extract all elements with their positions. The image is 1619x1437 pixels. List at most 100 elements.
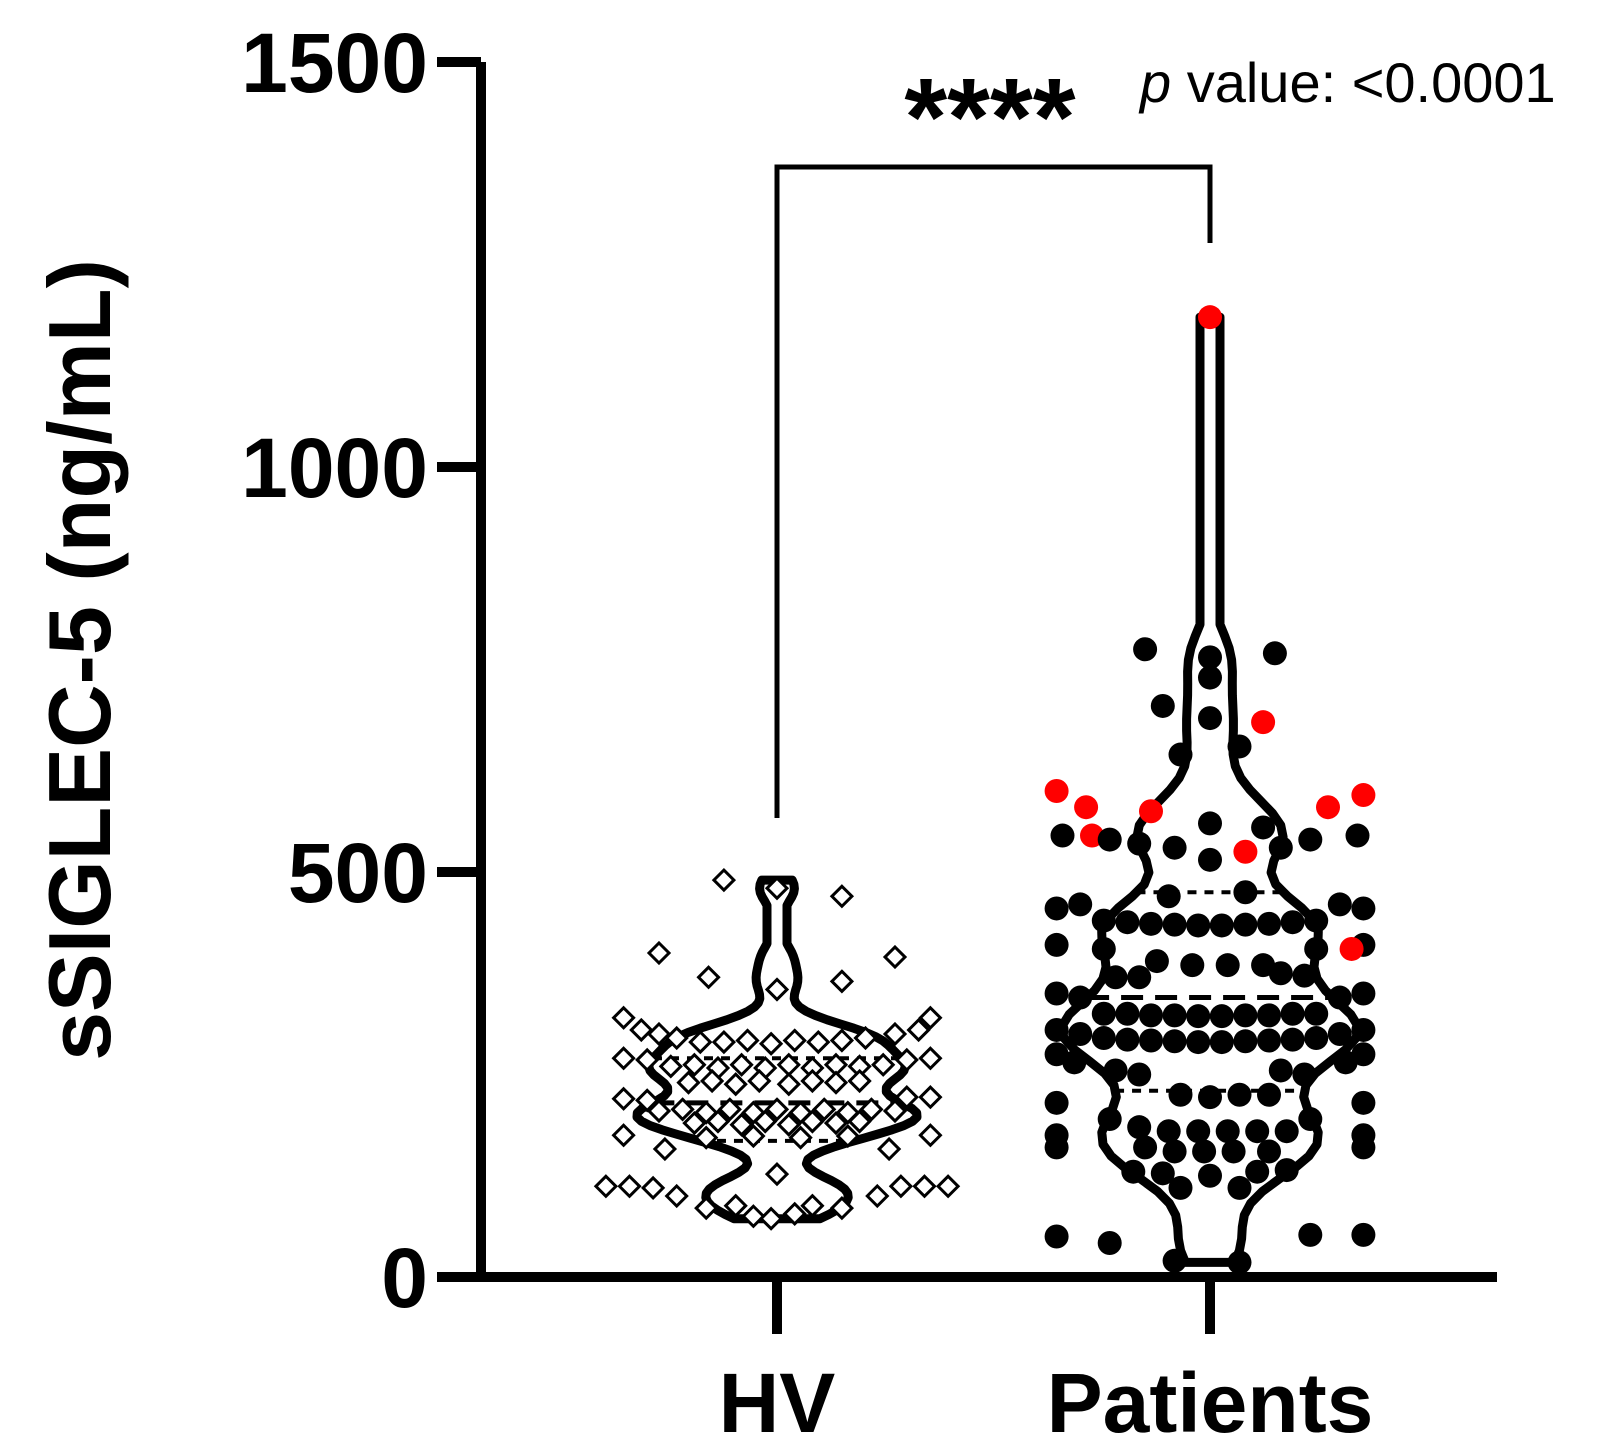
patient-data-point bbox=[1044, 1017, 1069, 1042]
patient-data-point bbox=[1198, 811, 1222, 836]
hv-data-point bbox=[646, 940, 672, 966]
patient-data-point bbox=[1209, 1030, 1234, 1055]
patient-data-point bbox=[1186, 913, 1211, 938]
patient-data-point bbox=[1162, 1003, 1187, 1028]
patient-data-point bbox=[1168, 742, 1193, 767]
hv-data-point bbox=[593, 1174, 619, 1199]
hv-data-point bbox=[611, 1046, 636, 1071]
patient-data-point bbox=[1139, 1003, 1163, 1028]
patient-data-point bbox=[1144, 949, 1169, 974]
patient-data-point bbox=[1257, 911, 1281, 936]
patient-data-point bbox=[1327, 1022, 1352, 1046]
patient-data-point bbox=[1298, 1222, 1323, 1247]
patient-data-point bbox=[1162, 912, 1187, 937]
hv-data-point bbox=[853, 1025, 878, 1051]
hv-data-point bbox=[800, 1068, 825, 1094]
hv-data-point bbox=[705, 1109, 731, 1134]
hv-data-point bbox=[640, 1175, 666, 1201]
patient-data-point-highlighted bbox=[1198, 305, 1222, 330]
patient-data-point bbox=[1127, 1115, 1152, 1140]
hv-data-point bbox=[918, 1005, 943, 1030]
patient-data-point bbox=[1186, 1119, 1211, 1144]
patient-data-point bbox=[1274, 1119, 1299, 1144]
hv-data-point bbox=[758, 1206, 784, 1231]
points-layer bbox=[593, 305, 1376, 1275]
patient-data-point bbox=[1327, 892, 1352, 917]
hv-data-point bbox=[918, 1085, 943, 1110]
patient-data-point bbox=[1103, 965, 1128, 990]
patient-data-point bbox=[1162, 1029, 1187, 1054]
hv-data-point bbox=[735, 1028, 760, 1053]
patient-data-point bbox=[1180, 953, 1205, 978]
patient-data-point bbox=[1127, 1062, 1152, 1087]
y-axis-title: sSIGLEC-5 (ng/mL) bbox=[30, 259, 129, 1061]
patient-data-point bbox=[1327, 985, 1352, 1010]
y-tick-label: 1500 bbox=[241, 16, 428, 110]
patient-data-point bbox=[1068, 892, 1093, 917]
patient-data-point bbox=[1233, 912, 1258, 937]
hv-data-point bbox=[906, 1017, 931, 1043]
patient-data-point bbox=[1298, 1107, 1323, 1132]
patient-data-point bbox=[1292, 963, 1317, 988]
hv-data-point bbox=[823, 1070, 849, 1095]
hv-data-point bbox=[882, 1021, 908, 1047]
patient-data-point bbox=[1292, 1062, 1317, 1087]
y-tick-label: 1000 bbox=[241, 421, 428, 515]
hv-data-point bbox=[776, 1112, 801, 1137]
hv-data-point bbox=[617, 1174, 642, 1199]
patient-data-point bbox=[1333, 1050, 1358, 1075]
hv-data-point bbox=[747, 1068, 772, 1094]
patient-data-point bbox=[1162, 1139, 1187, 1164]
patient-data-point bbox=[1192, 1139, 1217, 1164]
patient-data-point bbox=[1097, 1107, 1122, 1132]
patient-data-point bbox=[1139, 1028, 1163, 1053]
hv-data-point bbox=[882, 944, 908, 970]
patient-data-point bbox=[1127, 831, 1152, 856]
hv-data-point bbox=[912, 1174, 937, 1199]
patient-data-point bbox=[1251, 815, 1276, 840]
patient-data-point bbox=[1068, 985, 1093, 1010]
patient-data-point bbox=[1280, 1001, 1305, 1026]
hv-data-point bbox=[729, 1052, 754, 1077]
hv-data-point bbox=[741, 1204, 766, 1229]
patient-data-point bbox=[1351, 1090, 1376, 1115]
hv-data-point bbox=[764, 1162, 790, 1187]
patient-data-point-highlighted bbox=[1139, 799, 1163, 824]
patient-data-point bbox=[1139, 911, 1163, 936]
patient-data-point-highlighted bbox=[1074, 795, 1099, 820]
patient-data-point bbox=[1121, 1159, 1146, 1184]
hv-data-point bbox=[782, 1201, 807, 1226]
patient-data-point bbox=[1257, 1082, 1281, 1107]
hv-data-point bbox=[694, 1196, 719, 1221]
hv-data-point bbox=[629, 1017, 654, 1043]
patient-data-point bbox=[1156, 1119, 1181, 1144]
patient-data-point bbox=[1280, 910, 1305, 935]
patient-data-point bbox=[1298, 827, 1323, 852]
hv-data-point bbox=[611, 1123, 636, 1148]
patient-data-point bbox=[1162, 835, 1187, 860]
patient-data-point bbox=[1133, 637, 1158, 662]
patient-data-point bbox=[1115, 910, 1140, 935]
patient-data-point bbox=[1150, 693, 1175, 718]
patient-data-point bbox=[1227, 1082, 1252, 1107]
p-value-text: value: <0.0001 bbox=[1171, 51, 1556, 114]
patient-data-point bbox=[1091, 1026, 1116, 1051]
hv-data-point bbox=[859, 1097, 884, 1122]
patient-data-point bbox=[1198, 665, 1222, 690]
patient-data-point bbox=[1233, 1003, 1258, 1028]
hv-data-point bbox=[723, 1072, 748, 1097]
p-value-label: p value: <0.0001 bbox=[1138, 51, 1556, 114]
patient-data-point bbox=[1091, 936, 1116, 961]
hv-data-point bbox=[882, 1098, 908, 1124]
patient-data-point bbox=[1257, 1028, 1281, 1053]
patient-data-point bbox=[1115, 1001, 1140, 1026]
hv-data-point bbox=[829, 969, 855, 994]
patient-data-point bbox=[1345, 823, 1370, 848]
hv-data-point bbox=[918, 1123, 943, 1148]
patient-data-point bbox=[1233, 1029, 1258, 1054]
patient-data-point-highlighted bbox=[1339, 936, 1364, 961]
hv-data-point bbox=[694, 1125, 719, 1150]
patient-data-point bbox=[1044, 932, 1069, 957]
patient-data-point bbox=[1257, 1003, 1281, 1028]
hv-data-point bbox=[788, 1125, 813, 1150]
